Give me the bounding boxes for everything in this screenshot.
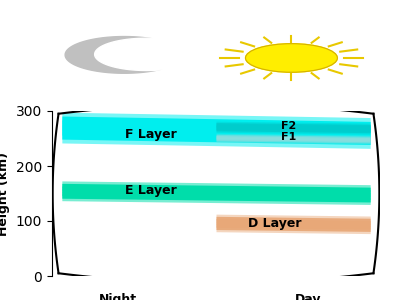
Y-axis label: Height (km): Height (km) — [0, 152, 10, 236]
Text: F Layer: F Layer — [124, 128, 176, 141]
Text: Day: Day — [294, 292, 321, 300]
Text: E Layer: E Layer — [124, 184, 176, 197]
Text: F2: F2 — [280, 122, 296, 131]
Text: F1: F1 — [280, 132, 296, 142]
Text: D Layer: D Layer — [248, 217, 302, 230]
Circle shape — [246, 44, 337, 72]
Polygon shape — [65, 37, 183, 73]
Polygon shape — [53, 104, 379, 283]
Polygon shape — [95, 38, 198, 70]
Text: Night: Night — [98, 292, 137, 300]
